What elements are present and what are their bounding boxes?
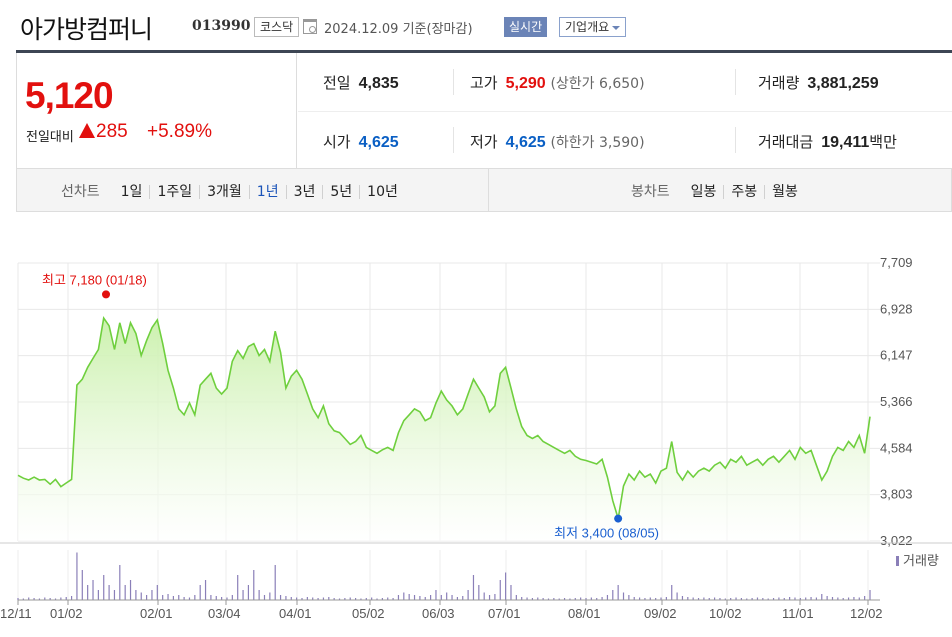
min-price-label: 최저 3,400 (08/05) [554, 526, 659, 541]
candle-chart-periods: 봉차트 일봉 주봉 월봉 [631, 181, 805, 201]
line-chart-periods: 선차트 1일 1주일 3개월 1년 3년 5년 10년 [61, 181, 405, 201]
realtime-button[interactable]: 실시간 [504, 17, 548, 37]
quote-date: 2024.12.09 기준(장마감) [324, 22, 473, 37]
x-tick-label: 04/01 [279, 606, 312, 621]
x-tick-label: 05/02 [352, 606, 385, 621]
price-change: 285 [79, 121, 128, 143]
min-price-marker [614, 514, 623, 523]
up-triangle-icon [79, 123, 95, 138]
max-price-marker [102, 290, 110, 299]
stats-row-divider [298, 111, 952, 112]
header-divider [16, 50, 952, 53]
x-tick-label: 01/02 [50, 606, 83, 621]
max-price-label: 최고 7,180 (01/18) [42, 272, 147, 287]
stat-trade-value: 거래대금 19,411백만 [758, 133, 897, 151]
line-period-option-3[interactable]: 1년 [248, 185, 286, 199]
stat-open: 시가 4,625 [323, 133, 399, 151]
candle-period-option-0[interactable]: 일봉 [690, 184, 717, 200]
current-price: 5,120 [25, 75, 114, 116]
x-tick-label: 12/11 [0, 606, 32, 621]
volume-legend-label: 거래량 [903, 553, 939, 568]
stock-name: 아가방컴퍼니 [20, 15, 153, 44]
candle-period-option-1[interactable]: 주봉 [723, 185, 764, 199]
y-tick-label: 7,709 [880, 255, 913, 270]
x-tick-label: 10/02 [709, 606, 742, 621]
price-change-percent: +5.89% [147, 121, 212, 142]
current-price-panel: 5,120 전일대비 285 +5.89% [17, 53, 297, 169]
y-tick-label: 3,022 [880, 533, 913, 548]
y-tick-label: 6,147 [880, 348, 913, 363]
calendar-icon [303, 19, 317, 34]
stat-low: 저가 4,625 (하한가 3,590) [470, 133, 645, 151]
candle-period-option-2[interactable]: 월봉 [764, 185, 805, 199]
price-line [17, 316, 871, 519]
period-toolbar: 선차트 1일 1주일 3개월 1년 3년 5년 10년 봉차트 일봉 주봉 월봉 [16, 169, 952, 212]
stock-code: 013990 [192, 18, 251, 34]
market-badge: 코스닥 [254, 17, 300, 37]
line-period-option-4[interactable]: 3년 [285, 185, 323, 199]
line-period-option-2[interactable]: 3개월 [199, 185, 249, 199]
company-overview-dropdown[interactable]: 기업개요 [559, 17, 627, 37]
change-label: 전일대비 [26, 130, 74, 145]
y-tick-label: 6,928 [880, 301, 913, 316]
line-period-option-6[interactable]: 10년 [359, 185, 405, 199]
x-tick-label: 09/02 [644, 606, 677, 621]
y-tick-label: 4,584 [880, 440, 913, 455]
x-tick-label: 02/01 [140, 606, 173, 621]
stat-high: 고가 5,290 (상한가 6,650) [470, 74, 645, 92]
line-period-option-0[interactable]: 1일 [120, 184, 143, 200]
y-tick-label: 5,366 [880, 394, 913, 409]
price-area [18, 318, 870, 541]
price-chart[interactable]: 7,709 6,928 6,147 5,366 4,584 3,803 3,022 최고 7,… [0, 230, 952, 637]
price-stats: 전일 4,835 고가 5,290 (상한가 6,650) 거래량 3,881,259… [298, 53, 952, 169]
x-tick-label: 06/03 [422, 606, 455, 621]
chevron-down-icon [612, 25, 621, 30]
x-tick-label: 11/01 [782, 606, 814, 621]
x-tick-label: 03/04 [208, 606, 241, 621]
stock-header: 아가방컴퍼니 013990 코스닥 2024.12.09 기준(장마감) 실시간… [0, 0, 952, 52]
x-tick-label: 12/02 [850, 606, 883, 621]
volume-legend-swatch [896, 556, 899, 566]
x-tick-label: 07/01 [488, 606, 521, 621]
line-period-option-1[interactable]: 1주일 [149, 185, 199, 199]
line-period-option-5[interactable]: 5년 [322, 185, 359, 199]
price-summary: 5,120 전일대비 285 +5.89% 전일 4,835 고가 5,290 (상… [16, 53, 952, 169]
stat-volume: 거래량 3,881,259 [758, 74, 879, 92]
x-tick-label: 08/01 [568, 606, 601, 621]
y-tick-label: 3,803 [880, 487, 913, 502]
stat-prev-close: 전일 4,835 [323, 74, 399, 92]
